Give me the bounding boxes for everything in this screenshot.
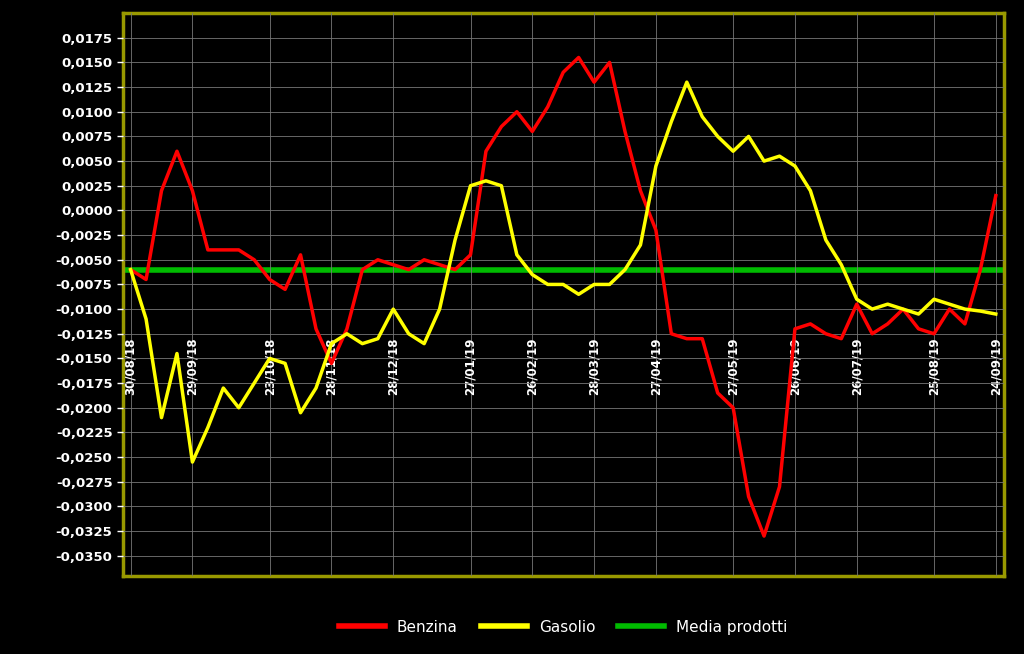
Gasolio	[511, 251, 523, 259]
Benzina	[125, 266, 137, 273]
Gasolio	[681, 78, 693, 86]
Gasolio	[372, 335, 384, 343]
Line: Gasolio: Gasolio	[131, 82, 995, 462]
Benzina	[496, 123, 508, 131]
Media prodotti	[125, 266, 137, 273]
Benzina	[156, 187, 168, 195]
Legend: Benzina, Gasolio, Media prodotti: Benzina, Gasolio, Media prodotti	[333, 613, 794, 641]
Gasolio	[171, 350, 183, 358]
Benzina	[171, 147, 183, 155]
Benzina	[572, 54, 585, 61]
Gasolio	[989, 310, 1001, 318]
Gasolio	[156, 414, 168, 422]
Line: Benzina: Benzina	[131, 58, 995, 536]
Benzina	[742, 492, 755, 500]
Gasolio	[758, 157, 770, 165]
Benzina	[356, 266, 369, 273]
Gasolio	[742, 133, 755, 141]
Benzina	[758, 532, 770, 540]
Gasolio	[125, 266, 137, 273]
Gasolio	[186, 458, 199, 466]
Media prodotti	[140, 266, 153, 273]
Benzina	[727, 404, 739, 412]
Benzina	[989, 192, 1001, 199]
